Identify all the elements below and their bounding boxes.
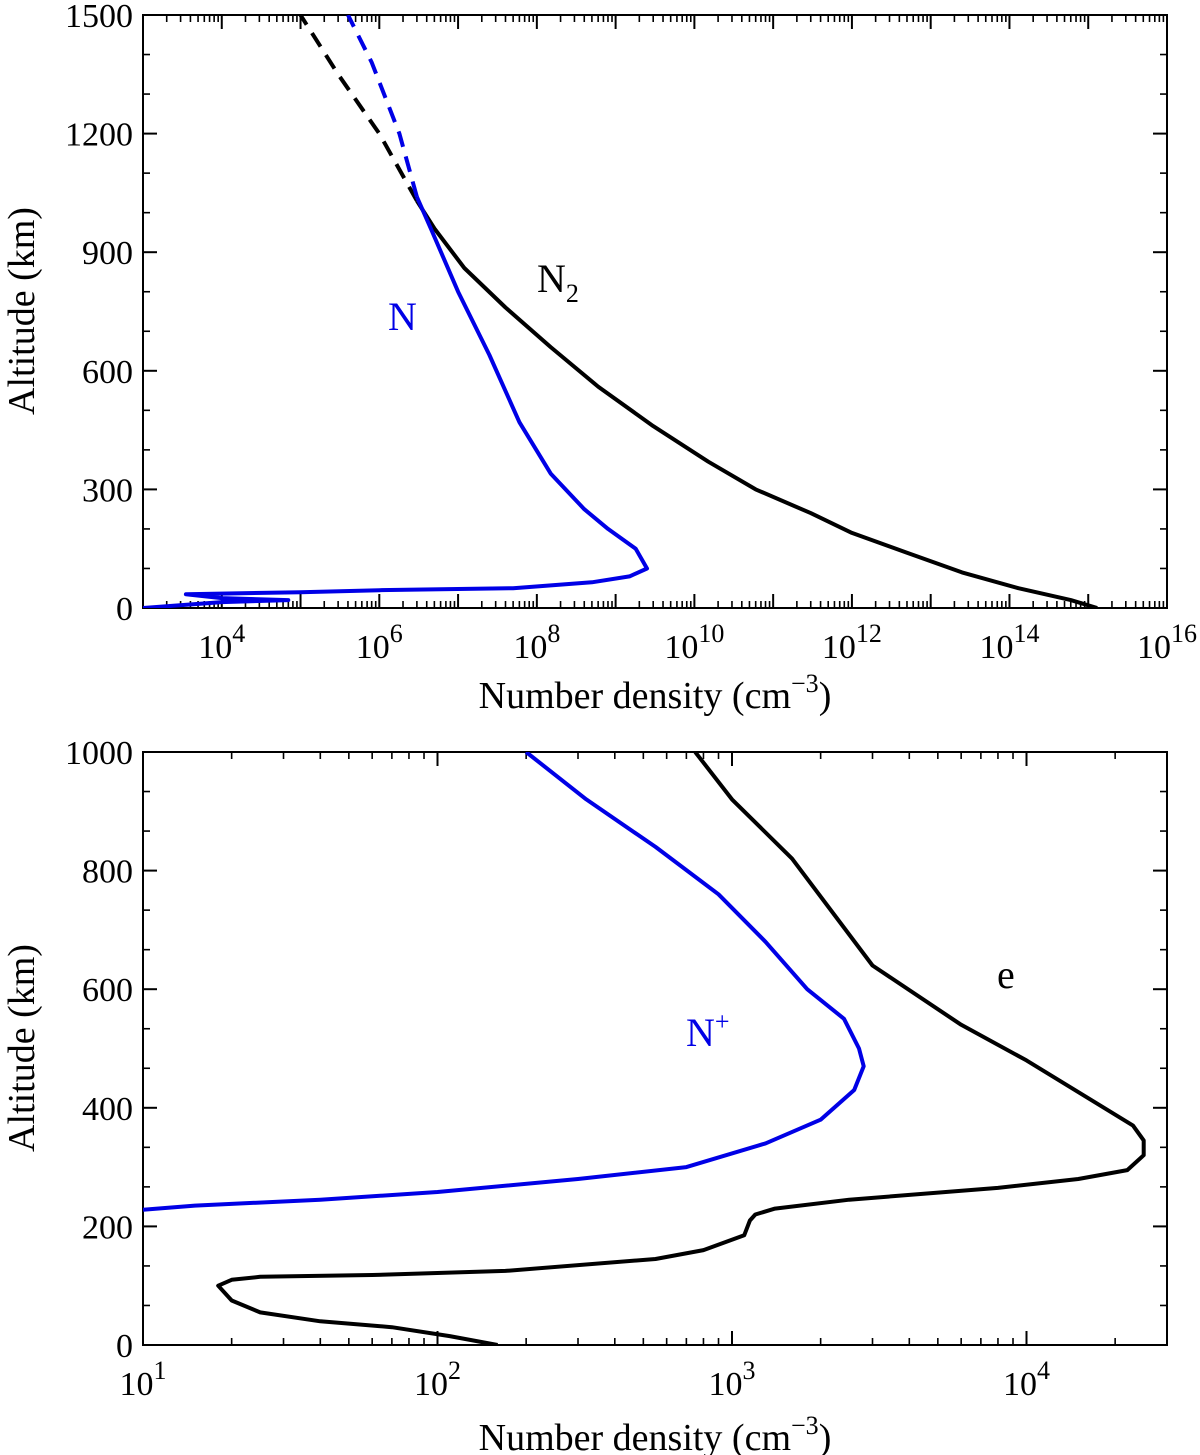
top-panel: 0 300 600 900 1200 1500 104 106 108 1010 1012 1014 1…: [1, 0, 1197, 717]
y-tick-label: 200: [82, 1209, 133, 1246]
x-tick-label: 106: [356, 619, 403, 666]
y-tick-label: 0: [116, 1328, 133, 1365]
series-label-N2: N2: [537, 256, 579, 308]
bottom-panel: 0 200 400 600 800 1000 101 102 103 104 Number dens…: [1, 735, 1168, 1455]
x-axis-title: Number density (cm−3): [479, 1411, 832, 1455]
x-tick-label: 103: [708, 1356, 755, 1403]
series-line-N: [143, 196, 649, 608]
y-tick-label: 1500: [65, 0, 133, 35]
series-extrapolation-N2: [298, 15, 419, 202]
x-tick-label: 1014: [979, 619, 1039, 666]
x-tick-label: 1010: [664, 619, 724, 666]
series-extrapolation-N: [346, 15, 419, 198]
series-line-N+: [143, 752, 866, 1212]
series-label-N+: N+: [686, 1007, 730, 1055]
series-line-N2: [415, 199, 1098, 608]
x-tick-label: 102: [414, 1356, 461, 1403]
series-group: [143, 752, 1146, 1345]
y-tick-label: 800: [82, 854, 133, 891]
plot-frame: [142, 751, 1168, 1346]
axes: 0 200 400 600 800 1000 101 102 103 104 Number dens…: [1, 735, 1168, 1455]
x-tick-label: 101: [120, 1356, 167, 1403]
y-tick-label: 900: [82, 235, 133, 272]
x-tick-label: 104: [1003, 1356, 1050, 1403]
y-axis-title: Altitude (km): [1, 207, 43, 415]
y-tick-label: 300: [82, 472, 133, 509]
y-tick-label: 600: [82, 354, 133, 391]
axes: 0 300 600 900 1200 1500 104 106 108 1010 1012 1014 1…: [1, 0, 1197, 717]
x-axis-title: Number density (cm−3): [479, 669, 832, 717]
y-tick-label: 600: [82, 972, 133, 1009]
y-tick-label: 0: [116, 591, 133, 628]
x-tick-label: 1016: [1137, 619, 1197, 666]
x-tick-label: 108: [513, 619, 560, 666]
y-axis-title: Altitude (km): [1, 944, 43, 1152]
plot-frame: [142, 14, 1168, 609]
x-tick-label: 104: [198, 619, 245, 666]
series-label-N: N: [388, 294, 417, 339]
series-line-e: [216, 752, 1146, 1345]
series-group: [143, 15, 1098, 608]
y-tick-label: 1000: [65, 735, 133, 772]
series-label-e: e: [997, 952, 1015, 997]
y-tick-label: 1200: [65, 117, 133, 154]
x-tick-label: 1012: [822, 619, 882, 666]
y-tick-label: 400: [82, 1091, 133, 1128]
